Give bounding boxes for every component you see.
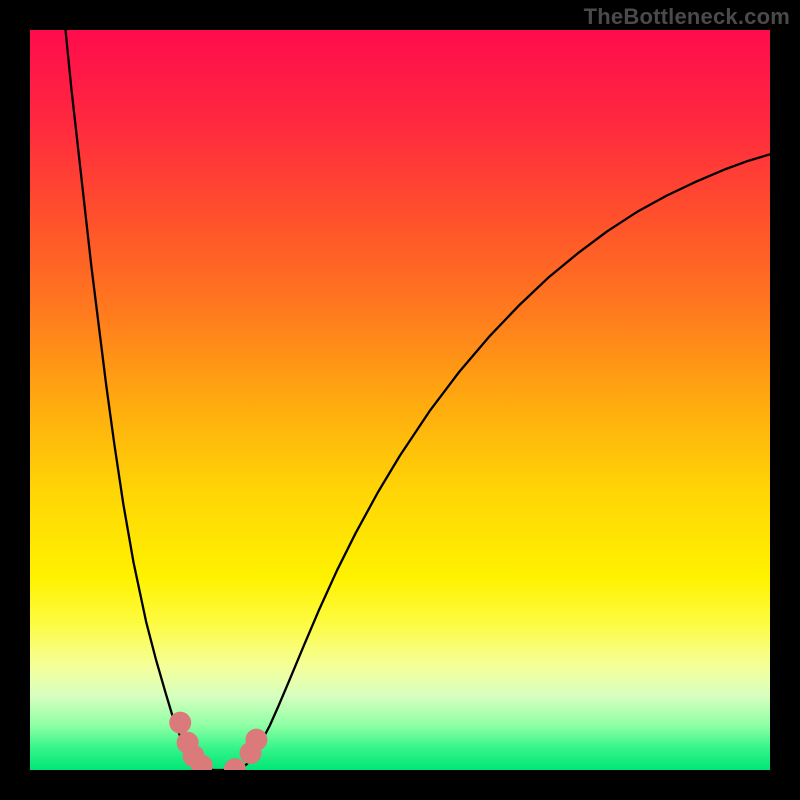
gradient-background: [30, 30, 770, 770]
plot-area: [30, 30, 770, 770]
watermark-text: TheBottleneck.com: [584, 4, 790, 30]
marker-dot-0: [169, 712, 191, 734]
marker-dot-6: [245, 729, 267, 751]
bottleneck-curve-chart: [30, 30, 770, 770]
chart-container: TheBottleneck.com: [0, 0, 800, 800]
